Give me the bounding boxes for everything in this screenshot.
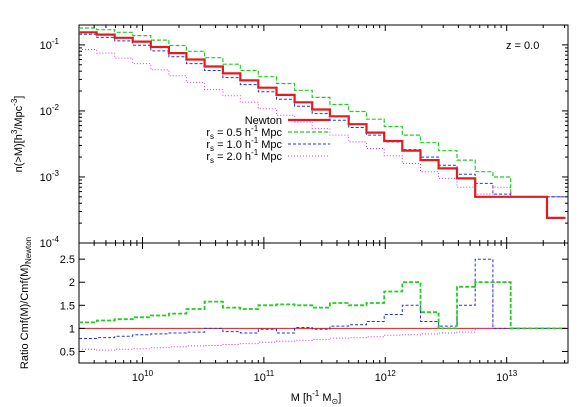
legend-label-rs05: rs = 0.5 h-1 Mpc [206,124,282,141]
bottom-y-tick-label: 2.5 [60,254,75,266]
top-panel: 10-1 10-2 10-3 10-4 z = 0.0 Newton rs = 0.5… [10,24,569,250]
top-plot-frame [78,24,569,244]
legend-label-rs10: rs = 1.0 h-1 Mpc [206,136,282,153]
top-series-line-2 [79,33,566,198]
bottom-y-tick-label: 2 [69,277,75,289]
bottom-panel: 0.5 1 1.5 2 2.5 1010 1011 1012 1013 Ratio Cmf(M… [19,25,569,406]
top-series-line-0 [79,31,566,219]
x-tick-label: 1010 [132,369,154,384]
ratio-series-line-2 [79,258,566,339]
bottom-y-ticks: 0.5 1 1.5 2 2.5 [60,254,568,358]
ratio-series-line-3 [79,281,566,351]
bottom-y-tick-label: 0.5 [60,346,75,358]
legend: Newton rs = 0.5 h-1 Mpc rs = 1.0 h-1 Mpc… [206,115,330,165]
redshift-annotation: z = 0.0 [506,40,539,52]
x-tick-label: 1013 [496,369,518,384]
bottom-y-tick-label: 1.5 [60,300,75,312]
top-y-ticks: 10-1 10-2 10-3 10-4 [40,24,568,250]
bottom-plot-frame [78,242,569,364]
top-y-tick-label: 10-2 [40,103,60,118]
top-y-tick-label: 10-1 [40,37,60,52]
top-y-tick-label: 10-4 [40,235,60,250]
legend-label-rs20: rs = 2.0 h-1 Mpc [206,148,282,165]
top-y-tick-label: 10-3 [40,169,60,184]
top-series-line-1 [79,27,566,198]
bottom-x-ticks: 1010 1011 1012 1013 [78,25,566,384]
legend-label-newton: Newton [245,115,282,127]
x-tick-label: 1012 [375,369,397,384]
bottom-series-group [79,258,566,351]
bottom-y-axis-label: Ratio Cmf(M)/Cmf(M)Newton [19,237,33,369]
bottom-y-tick-label: 1 [69,323,75,335]
x-axis-label: M [h-1 M⊙] [291,389,342,406]
x-tick-label: 1011 [254,369,275,384]
top-y-axis-label: n(>M)[h3/Mpc-3] [10,96,25,173]
top-series-group [79,27,566,219]
ratio-series-line-1 [79,281,566,330]
